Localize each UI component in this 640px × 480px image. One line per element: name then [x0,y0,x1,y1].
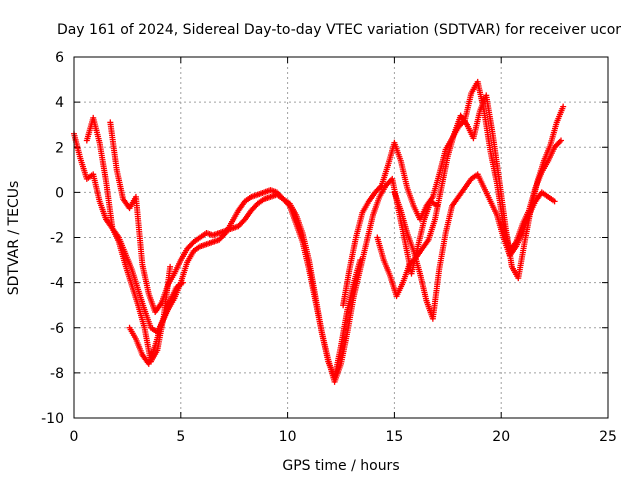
y-tick-labels: -10 -8 -6 -4 -2 0 2 4 6 [41,50,64,427]
y-tick-label: 0 [55,185,64,201]
series-track-4 [126,175,441,385]
y-tick-label: -6 [50,321,64,337]
data-point [558,137,565,144]
y-tick-label: 4 [55,95,64,111]
chart-title: Day 161 of 2024, Sidereal Day-to-day VTE… [57,22,621,38]
data-point [560,103,567,110]
data-point [551,198,558,205]
plot-frame [73,56,609,419]
series-track-5 [340,78,565,309]
x-tick-label: 25 [599,429,617,445]
x-tick-label: 20 [492,429,510,445]
y-tick-label: -10 [41,411,64,427]
data-point [167,263,174,270]
x-tick-labels: 0 5 10 15 20 25 [70,429,617,445]
x-tick-label: 0 [70,429,79,445]
series-track-2 [83,114,174,365]
y-tick-label: 6 [55,50,64,66]
y-axis-label: SDTVAR / TECUs [6,181,22,296]
x-axis-label: GPS time / hours [282,458,399,474]
data-series [71,78,567,385]
y-tick-label: -8 [50,366,64,382]
y-tick-label: -2 [50,231,64,247]
x-tick-label: 10 [279,429,297,445]
series-track-7 [391,171,558,322]
y-tick-label: 2 [55,140,64,156]
y-tick-label: -4 [50,276,64,292]
x-tick-label: 5 [176,429,185,445]
x-tick-label: 15 [385,429,403,445]
series-track-6 [374,92,567,300]
